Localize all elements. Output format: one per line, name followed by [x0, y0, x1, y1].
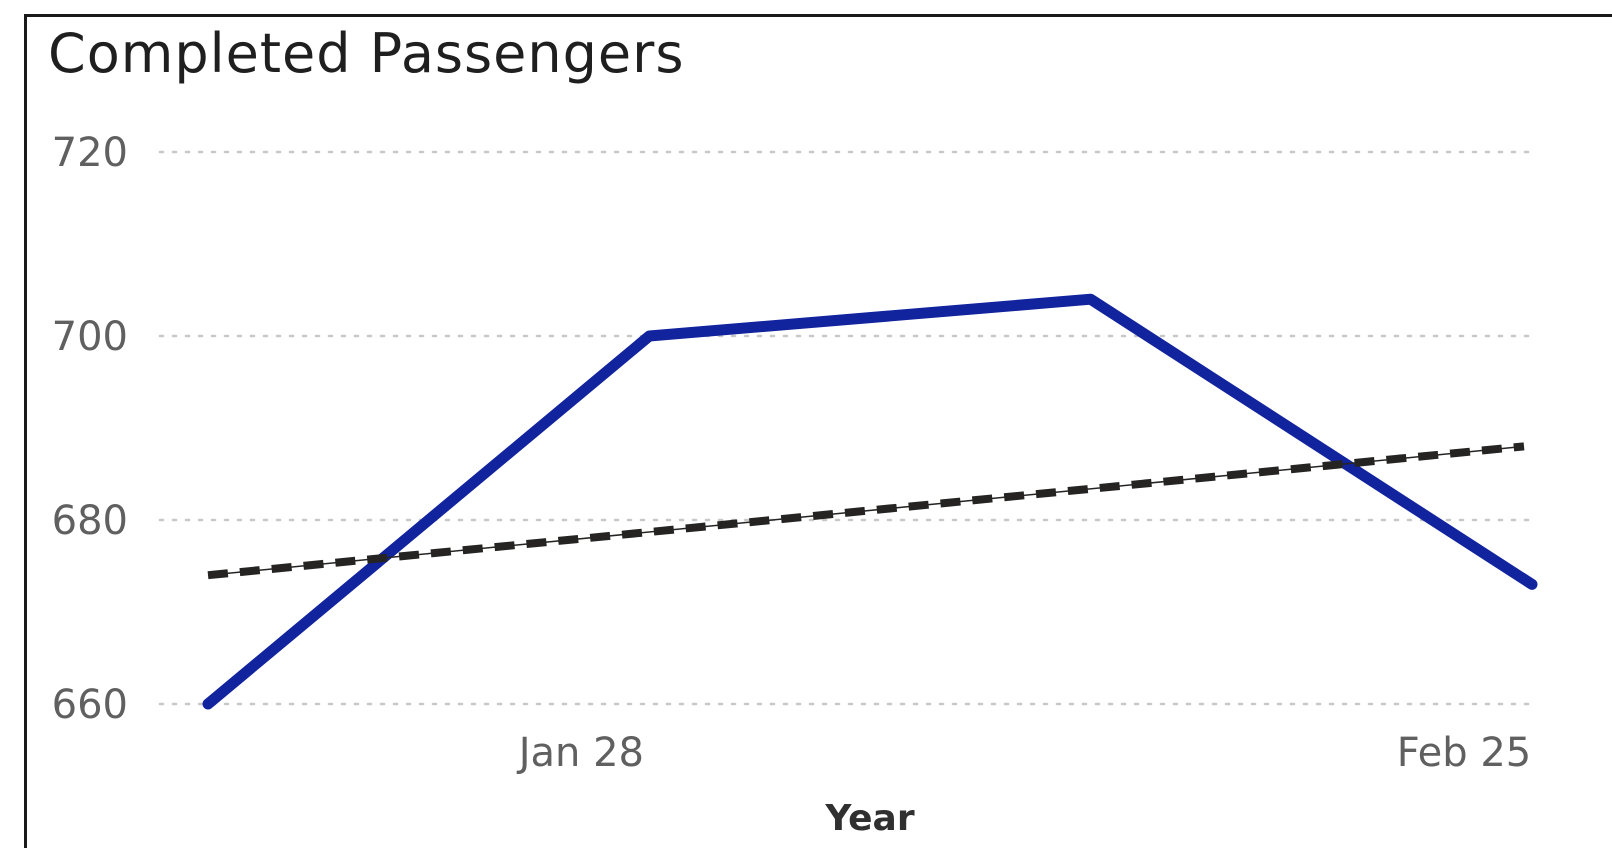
series-layer [202, 293, 1538, 710]
chart-frame [24, 14, 1612, 848]
x-tick-label: Jan 28 [516, 730, 644, 776]
y-axis-ticks: 660 680 700 720 [52, 130, 128, 728]
y-tick-label: 720 [52, 130, 128, 176]
chart-title: Completed Passengers [48, 22, 685, 85]
series-line [202, 293, 1538, 710]
gridlines [158, 150, 1532, 706]
y-tick-label: 680 [52, 498, 128, 544]
x-tick-label: Feb 25 [1397, 730, 1531, 776]
x-axis-title: Year [824, 798, 914, 839]
trend-layer [207, 442, 1525, 580]
trend-line [207, 442, 1525, 580]
x-axis-ticks: Jan 28 Feb 25 [516, 730, 1532, 776]
y-tick-label: 660 [52, 682, 128, 728]
y-tick-label: 700 [52, 314, 128, 360]
